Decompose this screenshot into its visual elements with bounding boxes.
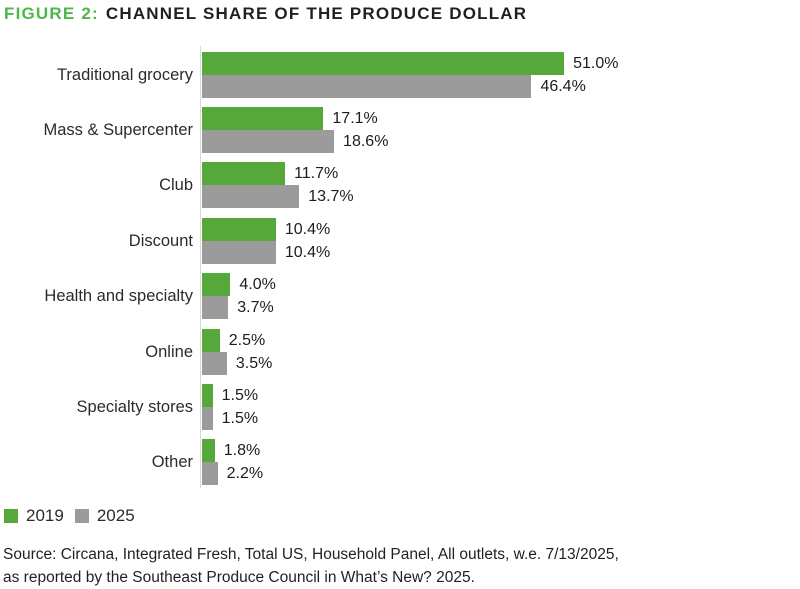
legend-item-2019: 2019 — [4, 506, 64, 526]
category-label: Discount — [128, 231, 193, 250]
category-label: Specialty stores — [76, 397, 193, 416]
value-label-2025: 10.4% — [284, 243, 331, 261]
value-label-2019: 17.1% — [332, 109, 378, 127]
value-label-2019: 1.5% — [221, 386, 259, 404]
source-line-2: as reported by the Southeast Produce Cou… — [3, 569, 475, 586]
legend-swatch-2019 — [4, 509, 18, 523]
category-label: Club — [159, 176, 193, 195]
bar-2025 — [202, 185, 300, 209]
bar-2019 — [202, 217, 276, 241]
source-line-1: Source: Circana, Integrated Fresh, Total… — [3, 546, 619, 563]
source-note: Source: Circana, Integrated Fresh, Total… — [3, 543, 619, 589]
bar-2025 — [202, 406, 213, 430]
category-label: Online — [145, 342, 193, 361]
value-label-2025: 3.5% — [235, 354, 273, 372]
chart-title-text: CHANNEL SHARE OF THE PRODUCE DOLLAR — [105, 4, 528, 23]
bar-2019 — [202, 51, 565, 75]
category-label: Health and specialty — [44, 287, 193, 306]
value-label-2019: 11.7% — [294, 165, 339, 183]
legend-swatch-2025 — [74, 509, 89, 523]
value-label-2025: 46.4% — [540, 77, 586, 95]
category-label: Mass & Supercenter — [43, 120, 193, 139]
value-label-2025: 18.6% — [343, 132, 389, 150]
value-label-2019: 51.0% — [573, 54, 619, 72]
category-label: Other — [151, 453, 193, 472]
legend-label: 2019 — [26, 506, 64, 525]
value-label-2019: 1.8% — [223, 442, 261, 460]
value-label-2025: 1.5% — [221, 409, 259, 427]
value-label-2019: 2.5% — [228, 331, 266, 349]
bar-2025 — [202, 296, 229, 320]
legend: 2019 2025 — [4, 506, 135, 526]
bar-2025 — [202, 462, 218, 486]
bar-2019 — [202, 328, 220, 352]
chart-title: FIGURE 2: CHANNEL SHARE OF THE PRODUCE DO… — [4, 4, 527, 24]
bar-2025 — [202, 129, 335, 153]
bar-2025 — [202, 74, 532, 98]
bar-2025 — [202, 240, 276, 264]
value-label-2025: 2.2% — [226, 465, 264, 483]
bar-2019 — [202, 106, 324, 130]
legend-item-2025: 2025 — [74, 506, 135, 526]
legend-label: 2025 — [96, 506, 135, 525]
bar-2019 — [202, 273, 231, 297]
value-label-2019: 4.0% — [239, 276, 276, 294]
figure-label: FIGURE 2: — [4, 4, 99, 23]
value-label-2025: 13.7% — [308, 188, 354, 206]
value-label-2025: 3.7% — [237, 299, 274, 317]
bar-2025 — [202, 351, 227, 375]
y-axis-line — [200, 46, 201, 488]
bar-2019 — [202, 383, 213, 407]
bar-2019 — [202, 439, 215, 463]
bar-2019 — [202, 162, 286, 186]
category-label: Traditional grocery — [56, 65, 193, 84]
value-label-2019: 10.4% — [284, 220, 331, 238]
